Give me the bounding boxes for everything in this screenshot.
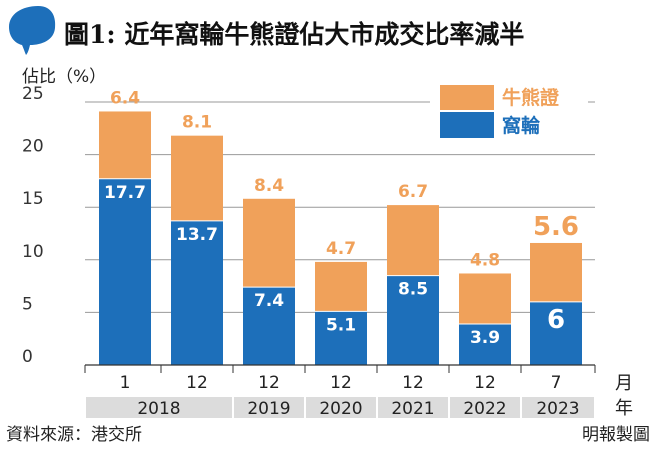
value-label-cbbc-6: 5.6 bbox=[533, 212, 579, 242]
x-tick-label-6: 7 bbox=[551, 373, 562, 393]
value-label-warrant-3: 5.1 bbox=[326, 315, 356, 335]
x-tick-label-2: 12 bbox=[258, 373, 280, 393]
title-area: 圖1: 近年窩輪牛熊證佔大市成交比率減半 bbox=[9, 6, 524, 55]
value-label-cbbc-0: 6.4 bbox=[110, 88, 140, 108]
legend-swatch-cbbc bbox=[440, 85, 494, 110]
year-band-0 bbox=[86, 397, 232, 418]
y-tick-label-20: 20 bbox=[22, 137, 44, 157]
legend-label-cbbc: 牛熊證 bbox=[502, 86, 560, 109]
x-tick-label-0: 1 bbox=[120, 373, 131, 393]
legend-label-warrant: 窩輪 bbox=[502, 114, 541, 137]
year-band-1 bbox=[234, 397, 304, 418]
x-tick-label-3: 12 bbox=[330, 373, 352, 393]
year-label-2: 2020 bbox=[319, 399, 362, 419]
x-tick-label-5: 12 bbox=[474, 373, 496, 393]
bar-cbbc-3 bbox=[315, 261, 367, 312]
bar-cbbc-0 bbox=[99, 111, 151, 179]
bar-cbbc-5 bbox=[459, 273, 511, 324]
year-band-5 bbox=[522, 397, 594, 418]
value-label-warrant-2: 7.4 bbox=[254, 291, 284, 311]
y-tick-label-25: 25 bbox=[22, 84, 44, 104]
year-band-2 bbox=[306, 397, 376, 418]
year-label-4: 2022 bbox=[463, 399, 506, 419]
legend-swatch-warrant bbox=[440, 112, 494, 138]
bar-cbbc-1 bbox=[171, 135, 223, 221]
bars: 17.7 6.4 13.7 8.1 7.4 8.4 5.1 4.7 8.5 6.7 3.9 4.8 6 5… bbox=[99, 88, 582, 365]
value-label-warrant-0: 17.7 bbox=[104, 183, 146, 203]
x-axis: 1 12 12 12 12 12 7 2018 2019 2020 2021 2022 2023 bbox=[84, 364, 596, 419]
x-axis-unit-year: 年 bbox=[615, 398, 633, 419]
bar-cbbc-2 bbox=[243, 198, 295, 288]
bar-cbbc-6 bbox=[530, 242, 582, 302]
year-label-1: 2019 bbox=[247, 399, 290, 419]
y-tick-label-5: 5 bbox=[22, 294, 33, 314]
year-band-4 bbox=[450, 397, 520, 418]
value-label-cbbc-3: 4.7 bbox=[326, 239, 356, 259]
bar-warrant-0 bbox=[99, 178, 151, 365]
y-tick-label-0: 0 bbox=[22, 347, 33, 367]
bar-warrant-2 bbox=[243, 287, 295, 365]
value-label-cbbc-5: 4.8 bbox=[470, 250, 500, 270]
value-label-cbbc-2: 8.4 bbox=[254, 176, 284, 196]
bar-warrant-6 bbox=[530, 301, 582, 365]
value-label-cbbc-1: 8.1 bbox=[182, 113, 212, 133]
source-note: 資料來源：港交所 bbox=[6, 425, 142, 445]
x-axis-unit-month: 月 bbox=[615, 373, 633, 394]
y-tick-label-10: 10 bbox=[22, 242, 44, 262]
y-tick-labels: 0 5 10 15 20 25 bbox=[22, 84, 44, 367]
chart-title: 圖1: 近年窩輪牛熊證佔大市成交比率減半 bbox=[64, 20, 524, 49]
x-tick-label-4: 12 bbox=[402, 373, 424, 393]
bar-warrant-5 bbox=[459, 323, 511, 365]
value-label-warrant-5: 3.9 bbox=[470, 328, 500, 348]
bar-warrant-3 bbox=[315, 311, 367, 365]
value-label-warrant-6: 6 bbox=[547, 305, 565, 335]
title-blob-icon bbox=[9, 6, 56, 55]
value-label-warrant-4: 8.5 bbox=[398, 280, 428, 300]
y-axis-label: 佔比（%） bbox=[22, 67, 106, 87]
value-label-cbbc-4: 6.7 bbox=[398, 182, 428, 202]
x-tick-label-1: 12 bbox=[186, 373, 208, 393]
bar-cbbc-4 bbox=[387, 205, 439, 276]
credit-note: 明報製圖 bbox=[582, 425, 650, 445]
bar-warrant-1 bbox=[171, 220, 223, 365]
year-label-5: 2023 bbox=[536, 399, 579, 419]
year-label-0: 2018 bbox=[137, 399, 180, 419]
year-label-3: 2021 bbox=[391, 399, 434, 419]
legend: 牛熊證 窩輪 bbox=[430, 80, 588, 145]
year-band-3 bbox=[378, 397, 448, 418]
value-label-warrant-1: 13.7 bbox=[176, 225, 218, 245]
y-tick-label-15: 15 bbox=[22, 189, 44, 209]
bar-warrant-4 bbox=[387, 275, 439, 365]
